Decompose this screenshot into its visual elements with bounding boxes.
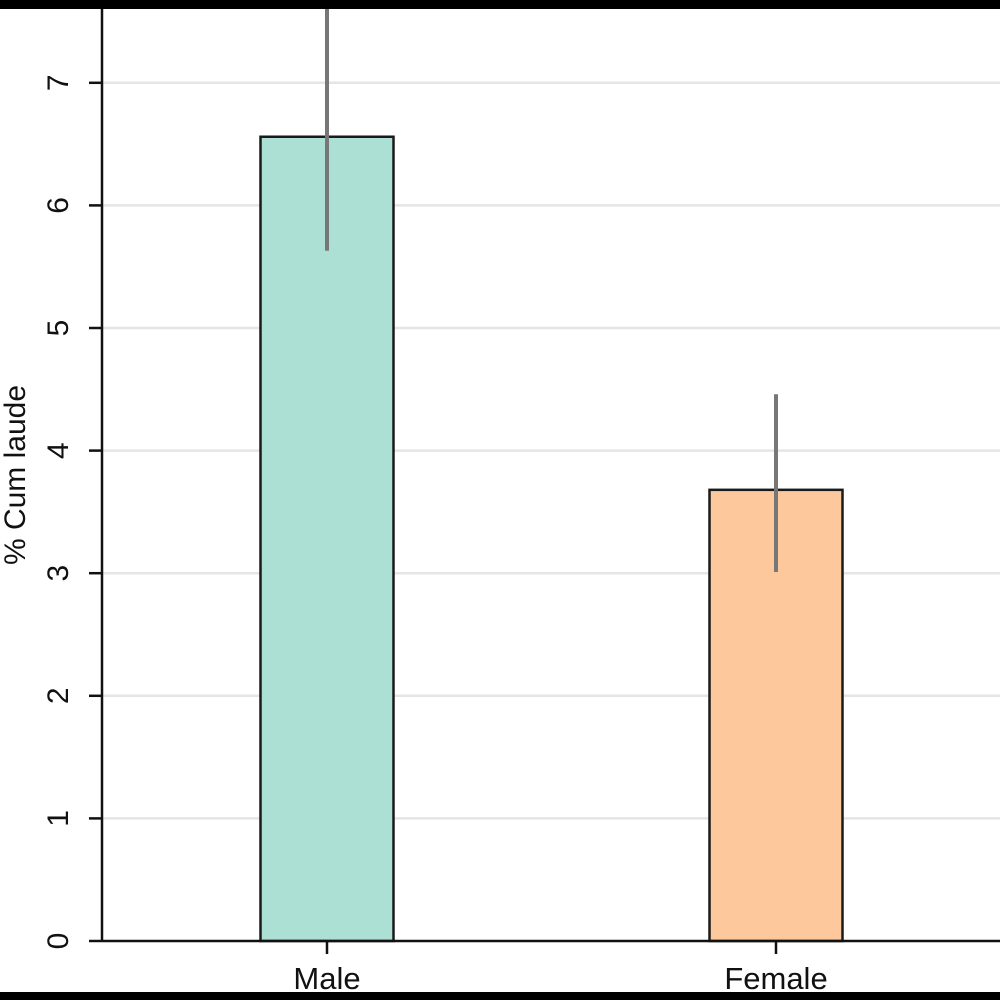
error-bars bbox=[325, 9, 778, 572]
x-tick-label-female: Female bbox=[724, 961, 827, 992]
y-tick-label-0: 0 bbox=[42, 933, 75, 950]
x-tick-label-male: Male bbox=[293, 961, 360, 992]
y-tick-label-1: 1 bbox=[42, 810, 75, 827]
bar-chart: 0 1 2 3 4 5 6 7 Male Female % Cum laude bbox=[0, 9, 1000, 992]
y-tick-label-5: 5 bbox=[42, 320, 75, 337]
axes bbox=[100, 9, 1000, 943]
x-ticks: Male Female bbox=[293, 941, 828, 992]
y-tick-label-2: 2 bbox=[42, 687, 75, 704]
bars bbox=[259, 135, 844, 943]
chart-frame: 0 1 2 3 4 5 6 7 Male Female % Cum laude bbox=[0, 9, 1000, 992]
y-tick-label-7: 7 bbox=[42, 74, 75, 91]
y-tick-label-4: 4 bbox=[42, 442, 75, 459]
y-ticks: 0 1 2 3 4 5 6 7 bbox=[42, 74, 102, 949]
y-tick-label-6: 6 bbox=[42, 197, 75, 214]
gridlines bbox=[102, 81, 1000, 820]
y-tick-label-3: 3 bbox=[42, 565, 75, 582]
bar-male bbox=[259, 135, 395, 943]
y-axis-title: % Cum laude bbox=[0, 385, 32, 565]
